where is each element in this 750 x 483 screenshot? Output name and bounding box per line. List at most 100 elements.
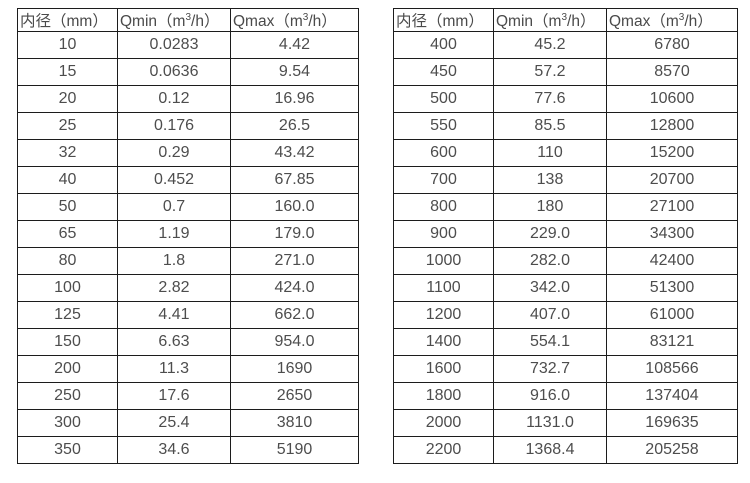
- table-cell: 12800: [606, 112, 738, 140]
- flow-table-right: 内径（mm） Qmin（m3/h） Qmax（m3/h） 400 45.2 6780…: [393, 8, 738, 464]
- table-cell: 67.85: [230, 166, 359, 194]
- table-cell: 45.2: [493, 31, 607, 59]
- header-qmax-unit: /h）: [684, 13, 713, 30]
- table-cell: 11.3: [117, 355, 231, 383]
- table-row: 900 229.0 34300: [393, 220, 738, 248]
- table-row: 250 17.6 2650: [17, 382, 359, 410]
- table-cell: 500: [393, 85, 494, 113]
- table-row: 10 0.0283 4.42: [17, 31, 359, 59]
- table-cell: 1.19: [117, 220, 231, 248]
- table-row: 550 85.5 12800: [393, 112, 738, 140]
- table-cell: 200: [17, 355, 118, 383]
- table-cell: 450: [393, 58, 494, 86]
- table-row: 125 4.41 662.0: [17, 301, 359, 329]
- table-cell: 108566: [606, 355, 738, 383]
- table-row: 350 34.6 5190: [17, 436, 359, 464]
- table-cell: 26.5: [230, 112, 359, 140]
- table-header: 内径（mm） Qmin（m3/h） Qmax（m3/h）: [393, 8, 738, 32]
- table-cell: 4.41: [117, 301, 231, 329]
- table-cell: 342.0: [493, 274, 607, 302]
- table-cell: 0.176: [117, 112, 231, 140]
- table-cell: 34.6: [117, 436, 231, 464]
- table-cell: 600: [393, 139, 494, 167]
- table-row: 1800 916.0 137404: [393, 382, 738, 410]
- table-cell: 2000: [393, 409, 494, 437]
- header-row: 内径（mm） Qmin（m3/h） Qmax（m3/h）: [17, 8, 359, 32]
- table-cell: 61000: [606, 301, 738, 329]
- table-cell: 42400: [606, 247, 738, 275]
- table-cell: 10: [17, 31, 118, 59]
- table-cell: 0.12: [117, 85, 231, 113]
- table-cell: 125: [17, 301, 118, 329]
- table-cell: 80: [17, 247, 118, 275]
- header-qmax-text: Qmax（m: [609, 13, 679, 30]
- table-row: 1000 282.0 42400: [393, 247, 738, 275]
- table-cell: 6.63: [117, 328, 231, 356]
- table-cell: 424.0: [230, 274, 359, 302]
- table-cell: 1600: [393, 355, 494, 383]
- table-row: 600 110 15200: [393, 139, 738, 167]
- table-row: 65 1.19 179.0: [17, 220, 359, 248]
- table-cell: 1368.4: [493, 436, 607, 464]
- table-cell: 137404: [606, 382, 738, 410]
- table-row: 200 11.3 1690: [17, 355, 359, 383]
- table-cell: 400: [393, 31, 494, 59]
- table-cell: 15200: [606, 139, 738, 167]
- table-cell: 300: [17, 409, 118, 437]
- table-cell: 2.82: [117, 274, 231, 302]
- header-qmin-text: Qmin（m: [496, 13, 562, 30]
- table-cell: 65: [17, 220, 118, 248]
- table-cell: 85.5: [493, 112, 607, 140]
- table-row: 300 25.4 3810: [17, 409, 359, 437]
- header-qmax: Qmax（m3/h）: [230, 8, 359, 32]
- header-qmax-text: Qmax（m: [233, 13, 303, 30]
- table-cell: 150: [17, 328, 118, 356]
- table-cell: 169635: [606, 409, 738, 437]
- table-cell: 77.6: [493, 85, 607, 113]
- table-cell: 1.8: [117, 247, 231, 275]
- table-row: 25 0.176 26.5: [17, 112, 359, 140]
- header-row: 内径（mm） Qmin（m3/h） Qmax（m3/h）: [393, 8, 738, 32]
- table-cell: 1400: [393, 328, 494, 356]
- table-cell: 1200: [393, 301, 494, 329]
- flow-table-left: 内径（mm） Qmin（m3/h） Qmax（m3/h） 10 0.0283 4.4…: [17, 8, 359, 464]
- table-row: 50 0.7 160.0: [17, 193, 359, 221]
- table-cell: 0.7: [117, 193, 231, 221]
- header-qmax-superscript: 3: [302, 11, 309, 23]
- header-qmin: Qmin（m3/h）: [117, 8, 231, 32]
- table-cell: 110: [493, 139, 607, 167]
- header-qmin-unit: /h）: [191, 13, 220, 30]
- table-cell: 250: [17, 382, 118, 410]
- table-row: 1600 732.7 108566: [393, 355, 738, 383]
- table-cell: 550: [393, 112, 494, 140]
- header-qmin-unit: /h）: [567, 13, 596, 30]
- table-row: 1100 342.0 51300: [393, 274, 738, 302]
- table-row: 450 57.2 8570: [393, 58, 738, 86]
- table-cell: 40: [17, 166, 118, 194]
- header-qmax-unit: /h）: [308, 13, 337, 30]
- table-cell: 51300: [606, 274, 738, 302]
- table-cell: 1131.0: [493, 409, 607, 437]
- table-cell: 0.29: [117, 139, 231, 167]
- table-cell: 0.0283: [117, 31, 231, 59]
- table-row: 400 45.2 6780: [393, 31, 738, 59]
- table-body: 10 0.0283 4.42 15 0.0636 9.54 20 0.12 16.96 25 0.1…: [17, 31, 359, 464]
- table-cell: 2650: [230, 382, 359, 410]
- table-body: 400 45.2 6780 450 57.2 8570 500 77.6 10600 550 85.…: [393, 31, 738, 464]
- table-row: 80 1.8 271.0: [17, 247, 359, 275]
- table-cell: 954.0: [230, 328, 359, 356]
- table-cell: 732.7: [493, 355, 607, 383]
- table-cell: 554.1: [493, 328, 607, 356]
- table-cell: 50: [17, 193, 118, 221]
- table-cell: 2200: [393, 436, 494, 464]
- table-cell: 1800: [393, 382, 494, 410]
- table-cell: 10600: [606, 85, 738, 113]
- table-cell: 0.0636: [117, 58, 231, 86]
- table-cell: 1100: [393, 274, 494, 302]
- table-cell: 4.42: [230, 31, 359, 59]
- table-cell: 6780: [606, 31, 738, 59]
- header-qmin: Qmin（m3/h）: [493, 8, 607, 32]
- page: 内径（mm） Qmin（m3/h） Qmax（m3/h） 10 0.0283 4.4…: [17, 8, 738, 464]
- table-cell: 1000: [393, 247, 494, 275]
- header-qmin-text: Qmin（m: [120, 13, 186, 30]
